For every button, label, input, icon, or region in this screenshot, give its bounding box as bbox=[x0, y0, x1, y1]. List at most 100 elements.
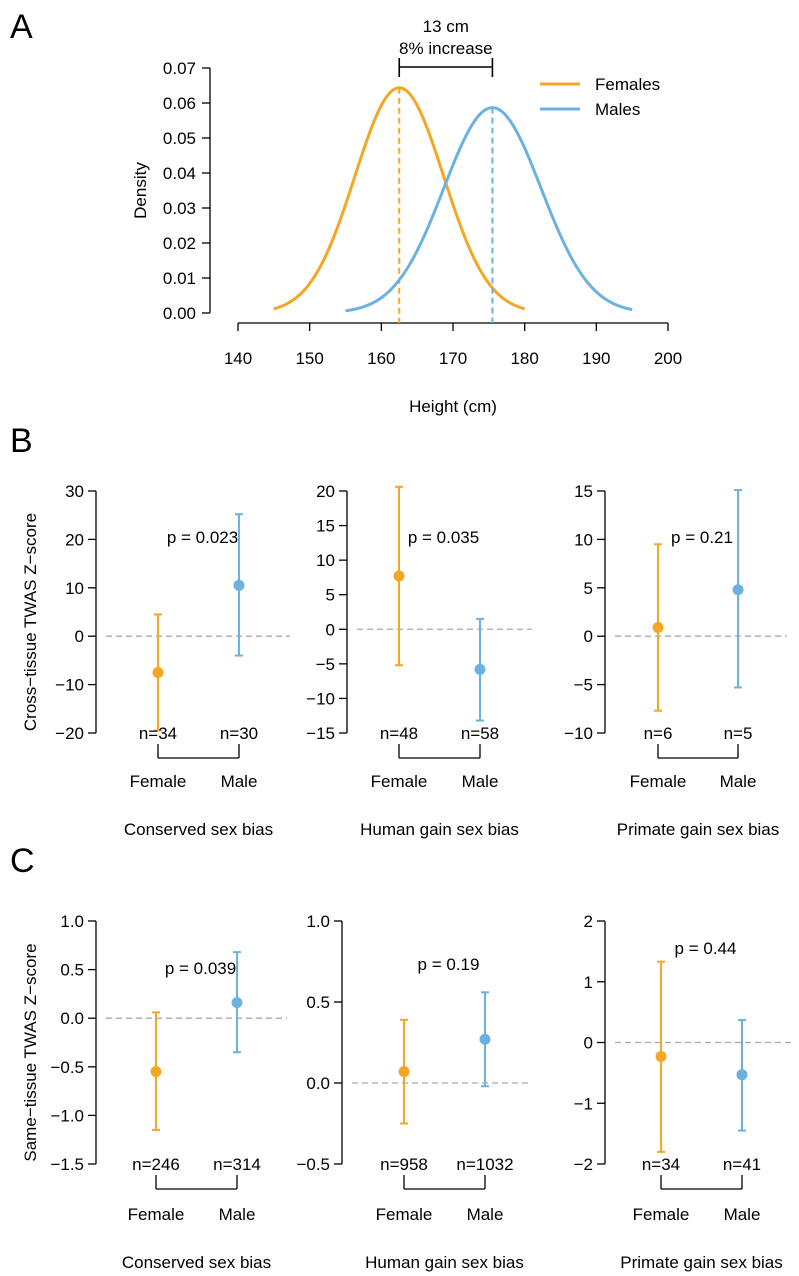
x-tick-label: 180 bbox=[510, 349, 538, 368]
y-axis-title: Density bbox=[131, 162, 150, 219]
x-tick-label: 190 bbox=[582, 349, 610, 368]
point-male bbox=[732, 584, 744, 596]
sample-size-label: n=1032 bbox=[456, 1155, 513, 1174]
point-female bbox=[655, 1050, 667, 1062]
category-label: Female bbox=[130, 772, 187, 791]
y-tick-label: 1.0 bbox=[60, 912, 84, 931]
category-label: Female bbox=[128, 1205, 185, 1224]
x-tick-label: 150 bbox=[295, 349, 323, 368]
category-label: Male bbox=[219, 1205, 256, 1224]
subplot-title: Conserved sex bias bbox=[124, 820, 273, 839]
annotation-percent: 8% increase bbox=[399, 39, 493, 58]
y-axis-title: Cross−tissue TWAS Z−score bbox=[21, 513, 40, 731]
panel-label-b: B bbox=[10, 422, 33, 460]
point-female bbox=[150, 1066, 162, 1078]
y-tick-label: 0.04 bbox=[163, 164, 196, 183]
y-tick-label: −10 bbox=[306, 689, 335, 708]
panel-a-density-chart: 0.00 0.01 0.02 0.03 0.04 0.05 0.06 0.07 140 150 16… bbox=[131, 17, 682, 416]
p-value-label: p = 0.44 bbox=[675, 939, 737, 958]
sample-size-label: n=48 bbox=[380, 724, 418, 743]
category-label: Male bbox=[221, 772, 258, 791]
y-tick-label: −5 bbox=[574, 676, 593, 695]
point-male bbox=[479, 1033, 491, 1045]
x-tick-label: 170 bbox=[439, 349, 467, 368]
sample-size-label: n=34 bbox=[139, 724, 177, 743]
p-value-label: p = 0.19 bbox=[418, 955, 480, 974]
x-tick-label: 140 bbox=[224, 349, 252, 368]
sample-size-label: n=6 bbox=[644, 724, 673, 743]
annotation-difference: 13 cm bbox=[423, 17, 469, 36]
category-label: Female bbox=[376, 1205, 433, 1224]
y-tick-label: 30 bbox=[65, 482, 84, 501]
y-tick-label: 0 bbox=[584, 1034, 593, 1053]
category-label: Female bbox=[633, 1205, 690, 1224]
p-value-label: p = 0.039 bbox=[165, 959, 236, 978]
category-label: Female bbox=[371, 772, 428, 791]
legend-label-males: Males bbox=[595, 100, 640, 119]
y-tick-label: −10 bbox=[55, 676, 84, 695]
subplot-human-gain-sex-bias: −0.5 0.0 0.5 1.0 n=958 Female n=1032 Male p = 0.… bbox=[296, 912, 532, 1272]
point-male bbox=[231, 997, 243, 1009]
y-tick-label: 0.5 bbox=[306, 993, 330, 1012]
y-tick-label: 0 bbox=[75, 627, 84, 646]
sample-size-label: n=5 bbox=[724, 724, 753, 743]
y-tick-label: 5 bbox=[584, 579, 593, 598]
y-tick-label: 0.05 bbox=[163, 129, 196, 148]
y-tick-label: 0.03 bbox=[163, 199, 196, 218]
y-tick-label: 20 bbox=[65, 530, 84, 549]
sample-size-label: n=30 bbox=[220, 724, 258, 743]
y-tick-label: −1 bbox=[574, 1094, 593, 1113]
panel-c-same-tissue: −1.5 −1.0 −0.5 0.0 0.5 1.0 n=246 Female n=314 Mal… bbox=[21, 912, 791, 1272]
subplot-conserved-sex-bias: −1.5 −1.0 −0.5 0.0 0.5 1.0 n=246 Female n=314 Mal… bbox=[21, 912, 287, 1272]
density-curve-males bbox=[345, 106, 633, 313]
y-tick-label: 0 bbox=[326, 620, 335, 639]
point-male bbox=[736, 1069, 748, 1081]
p-value-label: p = 0.023 bbox=[167, 528, 238, 547]
point-male bbox=[233, 579, 245, 591]
subplot-human-gain-sex-bias: −15 −10 −5 0 5 10 15 20 n=48 Female n=58 Male p = 0.… bbox=[306, 482, 532, 839]
category-label: Male bbox=[720, 772, 757, 791]
panel-b-cross-tissue: −20 −10 0 10 20 30 n=34 Female n=30 Male p = 0.023… bbox=[21, 482, 787, 839]
y-tick-label: 0.0 bbox=[306, 1074, 330, 1093]
y-tick-label: 0.06 bbox=[163, 94, 196, 113]
y-tick-label: −0.5 bbox=[296, 1155, 330, 1174]
legend-label-females: Females bbox=[595, 75, 660, 94]
sample-size-label: n=34 bbox=[642, 1155, 680, 1174]
y-tick-label: 10 bbox=[65, 579, 84, 598]
sample-size-label: n=314 bbox=[213, 1155, 261, 1174]
sample-size-label: n=58 bbox=[461, 724, 499, 743]
category-label: Male bbox=[724, 1205, 761, 1224]
point-female bbox=[398, 1066, 410, 1078]
point-female bbox=[152, 667, 164, 678]
panel-label-a: A bbox=[10, 8, 33, 46]
point-female bbox=[393, 570, 405, 582]
y-tick-label: 2 bbox=[584, 912, 593, 931]
y-tick-label: 15 bbox=[574, 482, 593, 501]
y-tick-label: 0.00 bbox=[163, 304, 196, 323]
density-curve-females bbox=[273, 86, 526, 311]
category-label: Female bbox=[630, 772, 687, 791]
y-tick-label: −5 bbox=[316, 655, 335, 674]
p-value-label: p = 0.035 bbox=[408, 528, 479, 547]
sample-size-label: n=41 bbox=[723, 1155, 761, 1174]
sample-size-label: n=958 bbox=[380, 1155, 428, 1174]
subplot-title: Conserved sex bias bbox=[122, 1253, 271, 1272]
x-tick-label: 200 bbox=[654, 349, 682, 368]
y-tick-label: −1.0 bbox=[50, 1106, 84, 1125]
y-tick-label: −10 bbox=[564, 724, 593, 743]
subplot-title: Primate gain sex bias bbox=[617, 820, 780, 839]
subplot-title: Human gain sex bias bbox=[360, 820, 519, 839]
y-tick-label: −0.5 bbox=[50, 1058, 84, 1077]
point-female bbox=[652, 621, 664, 633]
y-tick-label: 1.0 bbox=[306, 912, 330, 931]
panel-label-c: C bbox=[10, 842, 35, 880]
y-tick-label: −20 bbox=[55, 724, 84, 743]
y-tick-label: 10 bbox=[574, 530, 593, 549]
point-male bbox=[474, 663, 486, 675]
category-label: Male bbox=[462, 772, 499, 791]
y-tick-label: −15 bbox=[306, 724, 335, 743]
p-value-label: p = 0.21 bbox=[671, 528, 733, 547]
category-label: Male bbox=[467, 1205, 504, 1224]
y-tick-label: 5 bbox=[326, 586, 335, 605]
y-tick-label: −1.5 bbox=[50, 1155, 84, 1174]
